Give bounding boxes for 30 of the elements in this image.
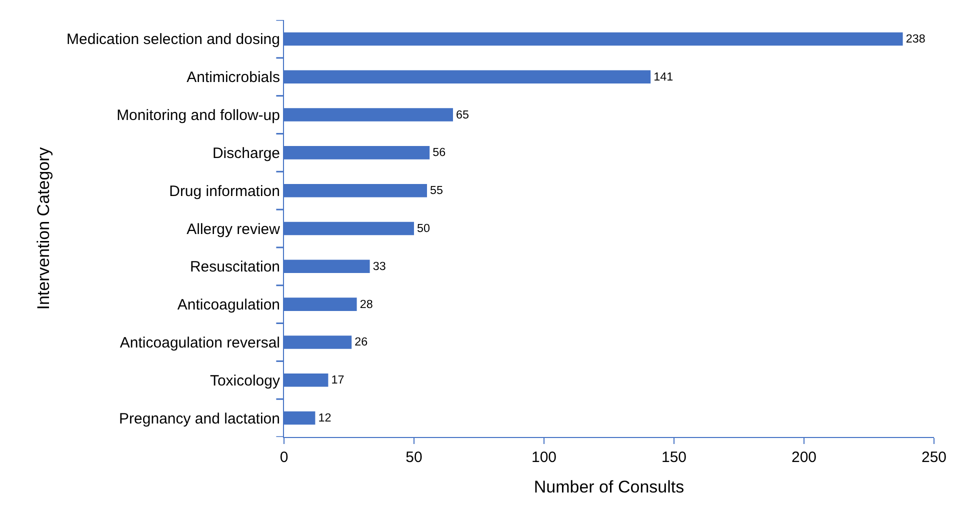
y-tick-label: Toxicology xyxy=(210,372,280,390)
data-label: 238 xyxy=(906,32,926,46)
y-tick-label: Resuscitation xyxy=(190,258,280,276)
y-tick-label: Drug information xyxy=(169,182,280,200)
y-tick-label: Pregnancy and lactation xyxy=(119,410,280,428)
data-label: 12 xyxy=(318,412,332,425)
x-tick-label: 100 xyxy=(531,449,557,466)
y-tick-label: Anticoagulation xyxy=(177,296,280,314)
data-label: 28 xyxy=(360,298,373,311)
y-axis-title: Intervention Category xyxy=(34,146,54,310)
y-tick-label: Monitoring and follow-up xyxy=(116,107,280,124)
x-tick-label: 0 xyxy=(280,449,288,466)
y-tick-label: Antimicrobials xyxy=(186,69,280,86)
data-label: 17 xyxy=(331,374,344,387)
data-label: 141 xyxy=(654,70,674,84)
data-label: 26 xyxy=(354,336,368,349)
y-tick-label: Discharge xyxy=(212,144,280,162)
y-tick-label: Anticoagulation reversal xyxy=(120,334,280,352)
x-axis-title: Number of Consults xyxy=(534,477,684,496)
data-label: 56 xyxy=(432,146,446,160)
data-label: 55 xyxy=(430,184,444,198)
data-label: 33 xyxy=(372,260,386,273)
data-label: 50 xyxy=(417,222,430,236)
x-tick-label: 150 xyxy=(661,449,687,466)
y-tick-label: Allergy review xyxy=(186,220,280,238)
x-tick-label: 250 xyxy=(921,449,947,466)
x-tick-label: 50 xyxy=(406,449,422,466)
x-tick-label: 200 xyxy=(791,449,817,466)
y-tick-label: Medication selection and dosing xyxy=(66,31,280,48)
data-label: 65 xyxy=(456,108,470,122)
